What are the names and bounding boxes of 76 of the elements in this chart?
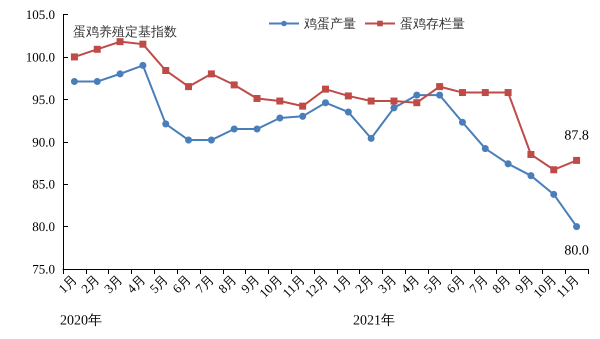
point (458, 89, 466, 96)
point (94, 46, 101, 53)
y-tick-label: 75.0 (32, 262, 55, 276)
point (70, 53, 78, 60)
text: 2021年 (353, 312, 395, 328)
x-tick-label: 3月 (374, 272, 400, 296)
point (185, 136, 192, 144)
y-tick-label: 85.0 (32, 176, 55, 192)
point (458, 118, 466, 126)
data-label: 80.0 (564, 244, 589, 259)
point (322, 86, 329, 93)
point (573, 156, 580, 164)
point (436, 83, 444, 90)
x-tick-label: 7月 (192, 272, 217, 296)
point (254, 126, 261, 133)
x-tick-label: 1月 (329, 272, 354, 296)
text: 2020年 (60, 312, 102, 328)
point (550, 166, 558, 174)
point (94, 78, 101, 86)
y-tick-label: 80.0 (32, 219, 55, 234)
point (413, 99, 420, 106)
text: 蛋鸡养殖定基指数 (73, 24, 177, 39)
point (208, 70, 215, 78)
point (527, 172, 534, 180)
point (504, 89, 512, 96)
point (299, 112, 306, 120)
point (390, 104, 398, 112)
point (116, 70, 124, 78)
y-tick-label: 100.0 (26, 49, 55, 64)
point (254, 94, 261, 102)
x-tick-label: 2月 (78, 272, 103, 296)
point (139, 62, 146, 69)
point (573, 223, 580, 230)
y-tick-label: 95.0 (32, 92, 55, 107)
point (368, 98, 375, 105)
x-tick-label: 7月 (466, 272, 491, 296)
point (139, 40, 146, 48)
point (230, 81, 238, 88)
legend-label: 鸡蛋产量 (303, 16, 356, 31)
x-tick-label: 6月 (169, 272, 194, 296)
point (116, 38, 124, 46)
y-tick-label: 105.0 (26, 7, 55, 22)
x-tick-label: 2月 (352, 272, 376, 296)
point (344, 92, 352, 100)
point (550, 190, 558, 198)
x-tick-label: 1月 (55, 272, 80, 296)
point (230, 126, 238, 133)
point (368, 134, 375, 142)
point (322, 99, 329, 106)
point (390, 98, 398, 105)
point (162, 120, 170, 128)
point (436, 92, 444, 99)
data-label: 87.8 (564, 128, 589, 144)
x-tick-label: 3月 (100, 272, 126, 296)
y-tick-label: 90.0 (32, 134, 55, 150)
point (413, 92, 420, 99)
point (162, 66, 170, 74)
point (504, 160, 512, 168)
x-tick-label: 5月 (146, 272, 172, 296)
point (527, 150, 534, 158)
x-tick-label: 4月 (398, 272, 422, 296)
point (344, 108, 352, 116)
point (276, 114, 284, 122)
point (185, 83, 192, 90)
point (299, 102, 306, 110)
legend-label: 蛋鸡存栏量 (400, 16, 465, 31)
x-tick-label: 8月 (489, 272, 514, 296)
point (70, 78, 78, 86)
x-tick-label: 6月 (443, 272, 468, 296)
point (276, 98, 284, 105)
point (208, 136, 215, 144)
point (482, 145, 489, 152)
x-tick-label: 5月 (420, 272, 445, 296)
point (482, 89, 489, 96)
x-tick-label: 8月 (215, 272, 240, 296)
x-tick-label: 4月 (124, 272, 148, 296)
